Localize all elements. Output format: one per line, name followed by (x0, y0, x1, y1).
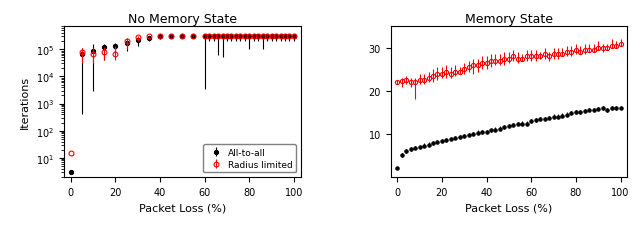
Title: No Memory State: No Memory State (128, 13, 237, 26)
X-axis label: Packet Loss (%): Packet Loss (%) (139, 202, 226, 212)
Y-axis label: Iterations: Iterations (20, 76, 30, 129)
X-axis label: Packet Loss (%): Packet Loss (%) (465, 202, 552, 212)
Legend: All-to-all, Radius limited: All-to-all, Radius limited (204, 145, 296, 173)
Title: Memory State: Memory State (465, 13, 553, 26)
